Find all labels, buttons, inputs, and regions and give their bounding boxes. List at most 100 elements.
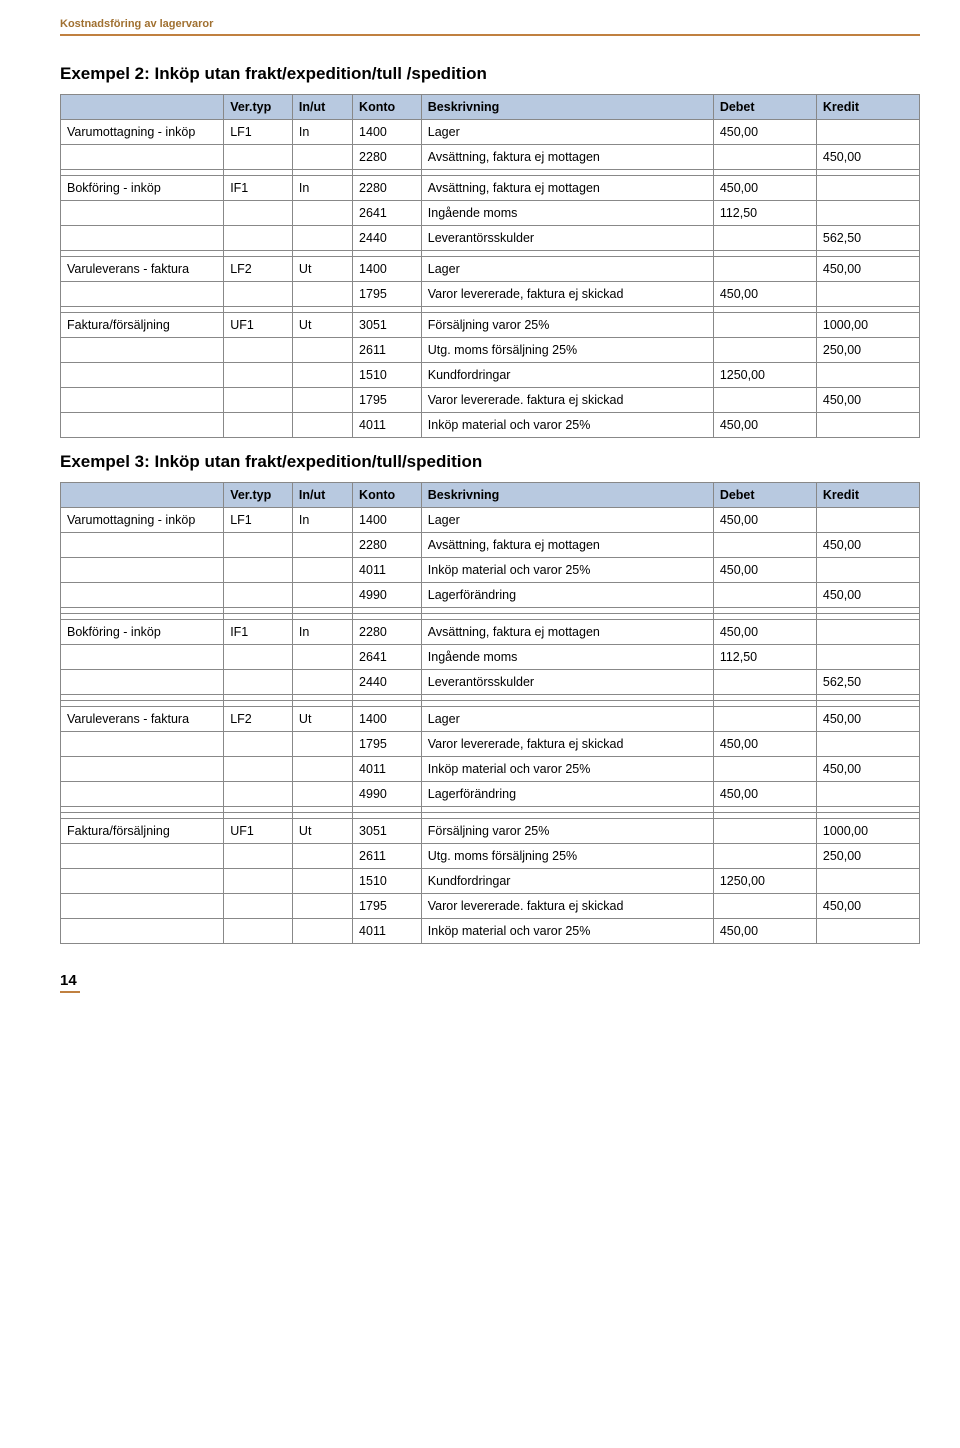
cell-c2 xyxy=(292,282,352,307)
cell-c0: Varumottagning - inköp xyxy=(61,120,224,145)
cell-c3: 4011 xyxy=(353,413,422,438)
cell-c3: 1795 xyxy=(353,894,422,919)
cell-c1: LF1 xyxy=(224,120,293,145)
cell-c6: 250,00 xyxy=(816,844,919,869)
cell-c0 xyxy=(61,388,224,413)
cell-c3: 2280 xyxy=(353,620,422,645)
cell-c4: Lager xyxy=(421,257,713,282)
cell-c6: 450,00 xyxy=(816,533,919,558)
cell-c1: LF2 xyxy=(224,707,293,732)
cell-c2 xyxy=(292,894,352,919)
col-blank xyxy=(61,95,224,120)
cell-c5: 450,00 xyxy=(713,508,816,533)
cell-c6 xyxy=(816,558,919,583)
cell-c6 xyxy=(816,176,919,201)
cell-c2 xyxy=(292,645,352,670)
cell-c3: 1795 xyxy=(353,732,422,757)
cell-c3: 1400 xyxy=(353,508,422,533)
cell-c2 xyxy=(292,670,352,695)
cell-c5 xyxy=(713,894,816,919)
cell-c0 xyxy=(61,645,224,670)
col-blank xyxy=(61,483,224,508)
table-row: Bokföring - inköpIF1In2280Avsättning, fa… xyxy=(61,620,920,645)
cell-c2 xyxy=(292,583,352,608)
table-row: 4011Inköp material och varor 25%450,00 xyxy=(61,413,920,438)
cell-c1: IF1 xyxy=(224,176,293,201)
cell-c6: 562,50 xyxy=(816,670,919,695)
table-row: 2280Avsättning, faktura ej mottagen450,0… xyxy=(61,533,920,558)
cell-c2 xyxy=(292,363,352,388)
cell-c3: 1400 xyxy=(353,120,422,145)
cell-c0 xyxy=(61,670,224,695)
table-row: 2641Ingående moms112,50 xyxy=(61,201,920,226)
cell-c0: Bokföring - inköp xyxy=(61,176,224,201)
cell-c3: 4990 xyxy=(353,583,422,608)
cell-c5 xyxy=(713,145,816,170)
cell-c0 xyxy=(61,894,224,919)
cell-c1 xyxy=(224,844,293,869)
table-row: 4990Lagerförändring450,00 xyxy=(61,583,920,608)
breadcrumb: Kostnadsföring av lagervaror xyxy=(60,18,920,36)
cell-c0 xyxy=(61,583,224,608)
cell-c5: 450,00 xyxy=(713,732,816,757)
cell-c4: Leverantörsskulder xyxy=(421,226,713,251)
table-row: 4011Inköp material och varor 25%450,00 xyxy=(61,558,920,583)
col-inut: In/ut xyxy=(292,95,352,120)
cell-c4: Leverantörsskulder xyxy=(421,670,713,695)
cell-c5 xyxy=(713,388,816,413)
cell-c6 xyxy=(816,869,919,894)
cell-c3: 2641 xyxy=(353,201,422,226)
cell-c6: 450,00 xyxy=(816,707,919,732)
cell-c6: 450,00 xyxy=(816,257,919,282)
cell-c6: 450,00 xyxy=(816,145,919,170)
cell-c3: 2280 xyxy=(353,145,422,170)
table-row: 4990Lagerförändring450,00 xyxy=(61,782,920,807)
table-row: 2611Utg. moms försäljning 25%250,00 xyxy=(61,338,920,363)
cell-c3: 1400 xyxy=(353,257,422,282)
table-row: 2641Ingående moms112,50 xyxy=(61,645,920,670)
cell-c4: Utg. moms försäljning 25% xyxy=(421,338,713,363)
table-row: Varumottagning - inköpLF1In1400Lager450,… xyxy=(61,508,920,533)
cell-c3: 2611 xyxy=(353,844,422,869)
cell-c5 xyxy=(713,707,816,732)
table-row: 2440Leverantörsskulder562,50 xyxy=(61,226,920,251)
cell-c3: 1510 xyxy=(353,363,422,388)
cell-c1: UF1 xyxy=(224,313,293,338)
cell-c5 xyxy=(713,583,816,608)
cell-c3: 2611 xyxy=(353,338,422,363)
cell-c4: Lager xyxy=(421,508,713,533)
cell-c2 xyxy=(292,919,352,944)
cell-c1: UF1 xyxy=(224,819,293,844)
table-row: 2440Leverantörsskulder562,50 xyxy=(61,670,920,695)
cell-c2 xyxy=(292,413,352,438)
cell-c3: 2280 xyxy=(353,533,422,558)
cell-c5 xyxy=(713,533,816,558)
cell-c1: LF2 xyxy=(224,257,293,282)
example2-table: Ver.typ In/ut Konto Beskrivning Debet Kr… xyxy=(60,94,920,438)
cell-c3: 1795 xyxy=(353,282,422,307)
cell-c0: Faktura/försäljning xyxy=(61,313,224,338)
cell-c2 xyxy=(292,782,352,807)
cell-c4: Varor levererade, faktura ej skickad xyxy=(421,732,713,757)
table-row: Varuleverans - fakturaLF2Ut1400Lager450,… xyxy=(61,257,920,282)
cell-c3: 4011 xyxy=(353,757,422,782)
cell-c5: 112,50 xyxy=(713,201,816,226)
col-vertyp: Ver.typ xyxy=(224,95,293,120)
cell-c4: Ingående moms xyxy=(421,201,713,226)
cell-c0 xyxy=(61,869,224,894)
cell-c2 xyxy=(292,757,352,782)
cell-c1 xyxy=(224,670,293,695)
cell-c0 xyxy=(61,757,224,782)
cell-c2 xyxy=(292,869,352,894)
cell-c6: 1000,00 xyxy=(816,313,919,338)
cell-c3: 3051 xyxy=(353,819,422,844)
page-number: 14 xyxy=(60,972,80,993)
cell-c2 xyxy=(292,533,352,558)
cell-c0: Varumottagning - inköp xyxy=(61,508,224,533)
cell-c5: 112,50 xyxy=(713,645,816,670)
table-row: 2280Avsättning, faktura ej mottagen450,0… xyxy=(61,145,920,170)
cell-c1 xyxy=(224,282,293,307)
cell-c5 xyxy=(713,313,816,338)
cell-c6 xyxy=(816,201,919,226)
cell-c1 xyxy=(224,363,293,388)
